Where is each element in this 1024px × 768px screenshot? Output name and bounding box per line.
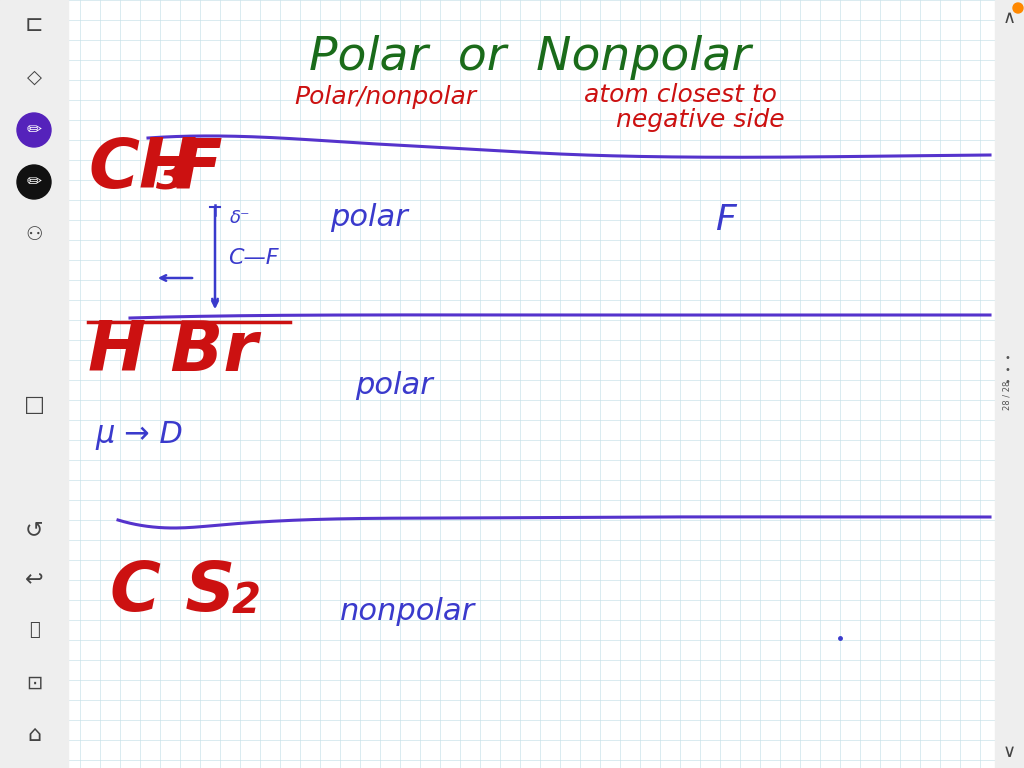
Text: C S: C S bbox=[110, 558, 236, 625]
Text: F: F bbox=[715, 203, 736, 237]
Bar bbox=[0, 0, 68, 768]
Text: ◇: ◇ bbox=[27, 68, 42, 87]
Text: ✏: ✏ bbox=[27, 173, 42, 191]
Text: ∨: ∨ bbox=[1002, 743, 1016, 761]
Text: ⊡: ⊡ bbox=[26, 674, 42, 693]
Text: ↩: ↩ bbox=[25, 570, 43, 590]
Text: 3: 3 bbox=[156, 157, 185, 199]
Text: ⚇: ⚇ bbox=[26, 226, 43, 244]
Text: •
•
•: • • • bbox=[1005, 353, 1010, 386]
Circle shape bbox=[17, 113, 51, 147]
Text: 2: 2 bbox=[232, 580, 261, 622]
Circle shape bbox=[17, 165, 51, 199]
Text: ⊏: ⊏ bbox=[25, 15, 43, 35]
Text: polar: polar bbox=[330, 204, 408, 233]
Text: ↺: ↺ bbox=[25, 520, 43, 540]
Text: 28 / 28: 28 / 28 bbox=[1002, 380, 1012, 409]
Text: ∧: ∧ bbox=[1002, 9, 1016, 27]
Text: Polar/nonpolar: Polar/nonpolar bbox=[294, 85, 476, 109]
Bar bbox=[995, 0, 1024, 768]
Text: negative side: negative side bbox=[615, 108, 784, 132]
Text: nonpolar: nonpolar bbox=[340, 598, 475, 627]
Text: δ⁻: δ⁻ bbox=[230, 209, 251, 227]
Text: □: □ bbox=[24, 395, 44, 415]
Text: polar: polar bbox=[355, 370, 433, 399]
Text: Polar  or  Nonpolar: Polar or Nonpolar bbox=[309, 35, 751, 81]
Text: ⌂: ⌂ bbox=[27, 725, 41, 745]
Text: F: F bbox=[175, 135, 222, 202]
Text: CH: CH bbox=[88, 135, 198, 202]
Text: atom closest to: atom closest to bbox=[584, 83, 776, 107]
Text: ⎋: ⎋ bbox=[29, 621, 39, 639]
Text: μ → D: μ → D bbox=[95, 421, 183, 449]
Text: ✏: ✏ bbox=[27, 121, 42, 139]
Text: H Br: H Br bbox=[88, 318, 258, 385]
Text: C—F: C—F bbox=[228, 248, 279, 268]
Circle shape bbox=[1013, 3, 1023, 13]
